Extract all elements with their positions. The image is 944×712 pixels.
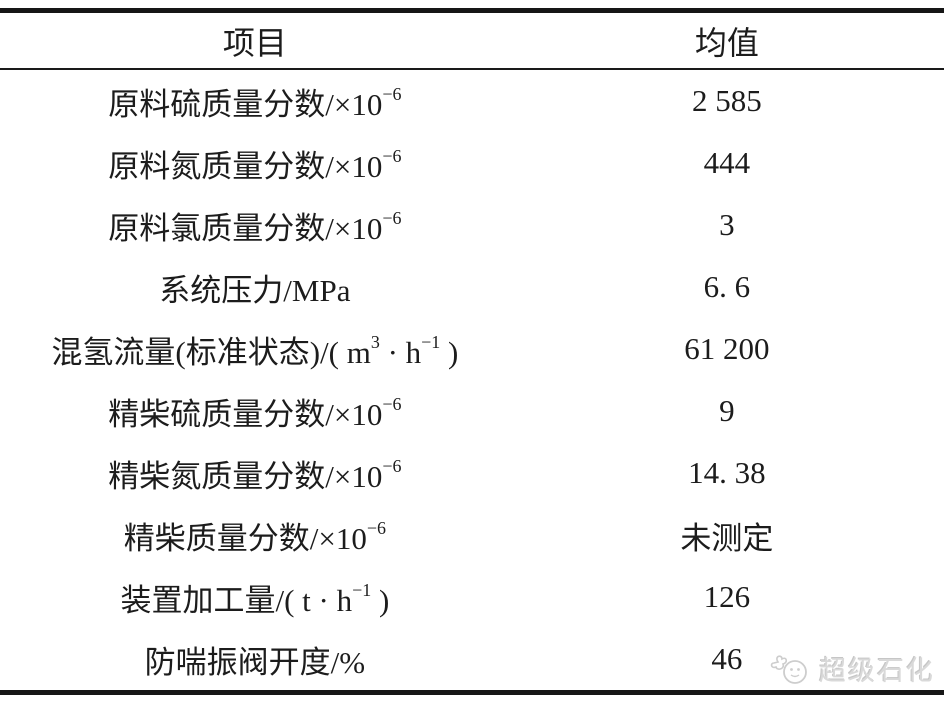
table-header-row: 项目 均值 <box>0 13 944 70</box>
table-row: 防喘振阀开度/% 46 <box>0 628 944 690</box>
row-mean-value: 2 585 <box>691 83 762 118</box>
data-table: 项目 均值 原料硫质量分数/×10−6 2 585 原料氮质量分数/×10−6 444… <box>0 8 944 695</box>
watermark-logo-icon <box>770 654 807 684</box>
row-mean-value: 6. 6 <box>703 269 751 304</box>
table-row: 混氢流量(标准状态)/( m3 · h−1 ) 61 200 <box>0 318 944 380</box>
row-item-label: 原料氮质量分数/×10−6 <box>108 146 402 184</box>
watermark: 超级石化 <box>768 649 935 688</box>
table-row: 装置加工量/( t · h−1 ) 126 <box>0 566 944 628</box>
table-row: 精柴硫质量分数/×10−6 9 <box>0 380 944 442</box>
row-item-label: 原料氯质量分数/×10−6 <box>108 208 402 246</box>
row-item-label: 系统压力/MPa <box>159 272 351 308</box>
row-mean-value: 444 <box>703 145 751 180</box>
row-item-label: 原料硫质量分数/×10−6 <box>108 84 402 122</box>
row-item-label: 装置加工量/( t · h−1 ) <box>120 580 390 618</box>
row-item-label: 精柴氮质量分数/×10−6 <box>108 456 402 494</box>
table-row: 精柴质量分数/×10−6 未测定 <box>0 504 944 566</box>
table-row: 原料氯质量分数/×10−6 3 <box>0 194 944 256</box>
paper-table-page: 项目 均值 原料硫质量分数/×10−6 2 585 原料氮质量分数/×10−6 444… <box>0 8 944 695</box>
row-mean-value: 126 <box>703 579 751 614</box>
column-header-mean: 均值 <box>694 24 759 61</box>
table-row: 原料氮质量分数/×10−6 444 <box>0 132 944 194</box>
table-body: 原料硫质量分数/×10−6 2 585 原料氮质量分数/×10−6 444 原料氯质量分… <box>0 70 944 690</box>
row-mean-value: 未测定 <box>680 520 774 556</box>
row-item-label: 精柴质量分数/×10−6 <box>123 518 386 556</box>
row-mean-value: 9 <box>719 393 735 428</box>
table-row: 原料硫质量分数/×10−6 2 585 <box>0 70 944 132</box>
row-mean-value: 14. 38 <box>688 455 766 490</box>
row-item-label: 防喘振阀开度/% <box>144 644 366 680</box>
row-item-label: 混氢流量(标准状态)/( m3 · h−1 ) <box>51 332 459 370</box>
column-header-item: 项目 <box>222 24 287 61</box>
row-mean-value: 3 <box>719 207 735 242</box>
table-row: 系统压力/MPa 6. 6 <box>0 256 944 318</box>
table-row: 精柴氮质量分数/×10−6 14. 38 <box>0 442 944 504</box>
row-item-label: 精柴硫质量分数/×10−6 <box>108 394 402 432</box>
row-mean-value: 61 200 <box>684 331 770 366</box>
row-mean-value: 46 <box>711 641 743 676</box>
watermark-text: 超级石化 <box>819 656 935 686</box>
